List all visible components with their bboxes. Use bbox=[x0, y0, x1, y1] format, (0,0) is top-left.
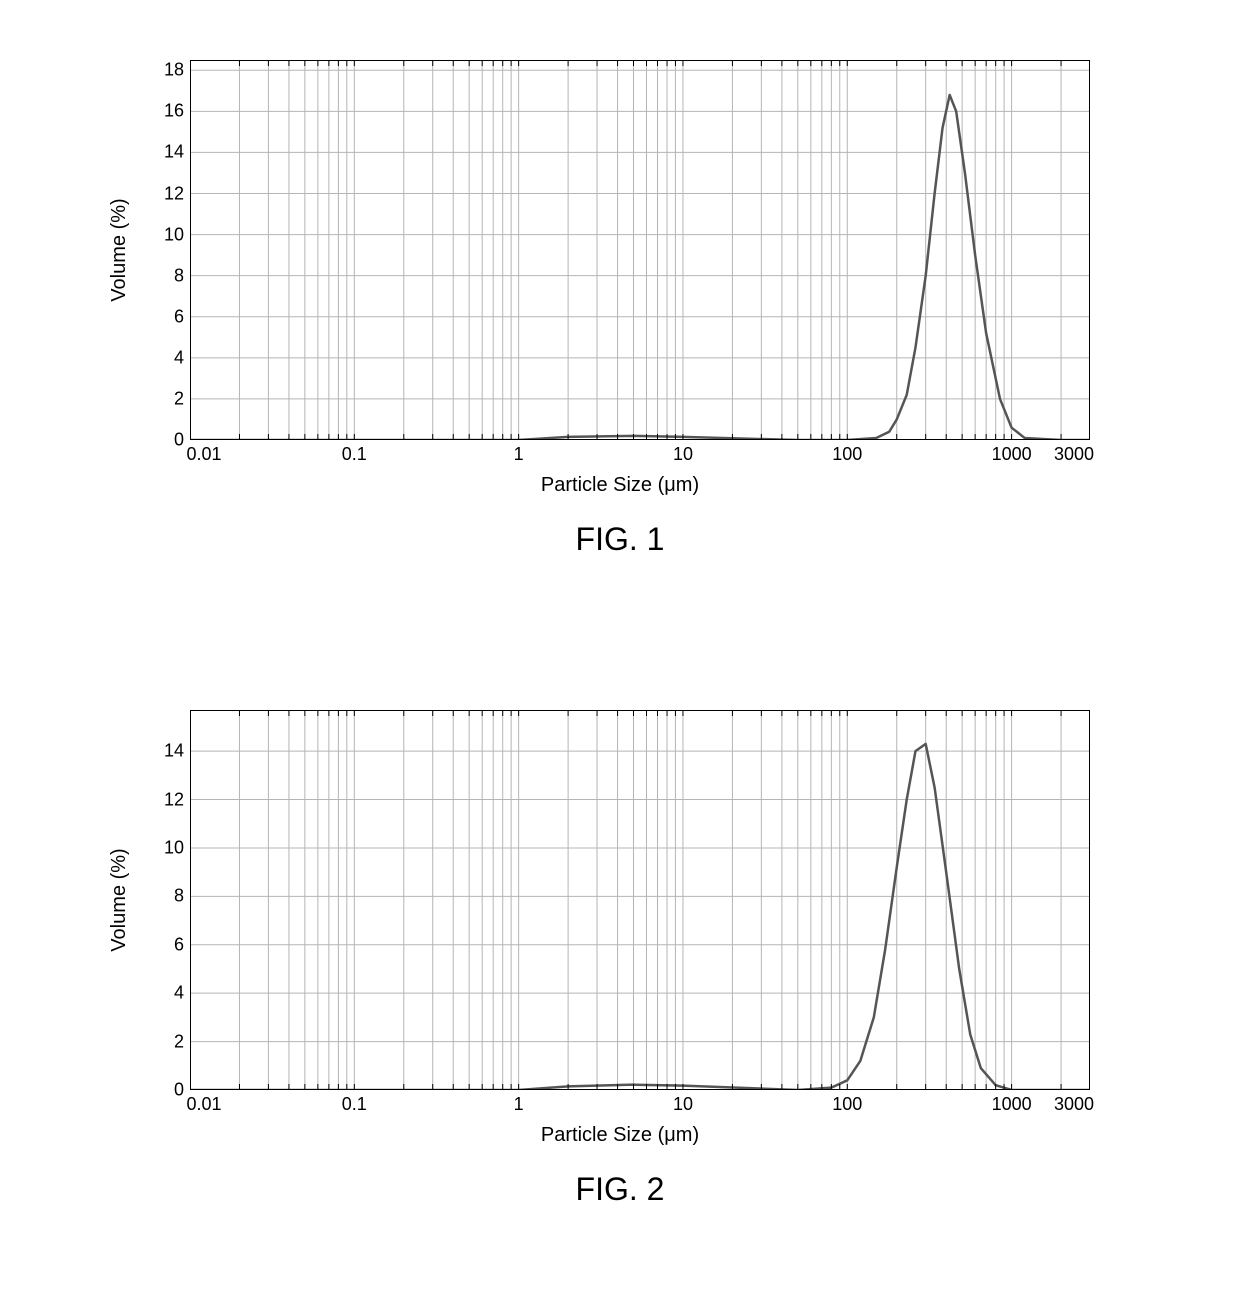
xlabel-1: Particle Size (μm) bbox=[140, 474, 1100, 497]
ylabel-2: Volume (%) bbox=[108, 848, 131, 951]
ytick-label: 0 bbox=[174, 1080, 184, 1101]
ytick-label: 8 bbox=[174, 265, 184, 286]
caption-1: FIG. 1 bbox=[140, 521, 1100, 558]
caption-2: FIG. 2 bbox=[140, 1171, 1100, 1208]
xlabel-2: Particle Size (μm) bbox=[140, 1124, 1100, 1147]
figure-1: Volume (%) 0246810121416180.010.11101001… bbox=[140, 60, 1100, 580]
xtick-label: 3000 bbox=[1054, 444, 1094, 465]
xtick-label: 0.1 bbox=[342, 444, 367, 465]
ytick-label: 10 bbox=[164, 224, 184, 245]
plot-area-2: 024681012140.010.111010010003000 bbox=[190, 710, 1090, 1090]
ytick-label: 16 bbox=[164, 101, 184, 122]
ylabel-1: Volume (%) bbox=[108, 198, 131, 301]
xtick-label: 0.01 bbox=[186, 1094, 221, 1115]
ytick-label: 4 bbox=[174, 983, 184, 1004]
figure-2: Volume (%) 024681012140.010.111010010003… bbox=[140, 710, 1100, 1230]
ytick-label: 2 bbox=[174, 388, 184, 409]
xtick-label: 1000 bbox=[992, 444, 1032, 465]
xtick-label: 1 bbox=[514, 444, 524, 465]
xtick-label: 100 bbox=[832, 1094, 862, 1115]
xtick-label: 0.01 bbox=[186, 444, 221, 465]
xtick-label: 3000 bbox=[1054, 1094, 1094, 1115]
ytick-label: 18 bbox=[164, 60, 184, 81]
page: Volume (%) 0246810121416180.010.11101001… bbox=[0, 0, 1240, 1313]
ytick-label: 2 bbox=[174, 1031, 184, 1052]
ytick-label: 4 bbox=[174, 347, 184, 368]
ytick-label: 6 bbox=[174, 934, 184, 955]
xtick-label: 0.1 bbox=[342, 1094, 367, 1115]
ytick-label: 6 bbox=[174, 306, 184, 327]
ytick-label: 12 bbox=[164, 183, 184, 204]
xtick-label: 10 bbox=[673, 1094, 693, 1115]
xtick-label: 100 bbox=[832, 444, 862, 465]
ytick-label: 12 bbox=[164, 789, 184, 810]
ytick-label: 0 bbox=[174, 430, 184, 451]
xtick-label: 1 bbox=[514, 1094, 524, 1115]
xtick-label: 1000 bbox=[992, 1094, 1032, 1115]
ytick-label: 10 bbox=[164, 837, 184, 858]
xtick-label: 10 bbox=[673, 444, 693, 465]
ytick-label: 14 bbox=[164, 741, 184, 762]
chart-1: Volume (%) 0246810121416180.010.11101001… bbox=[140, 60, 1100, 440]
ytick-label: 14 bbox=[164, 142, 184, 163]
ytick-label: 8 bbox=[174, 886, 184, 907]
plot-area-1: 0246810121416180.010.111010010003000 bbox=[190, 60, 1090, 440]
chart-2: Volume (%) 024681012140.010.111010010003… bbox=[140, 710, 1100, 1090]
